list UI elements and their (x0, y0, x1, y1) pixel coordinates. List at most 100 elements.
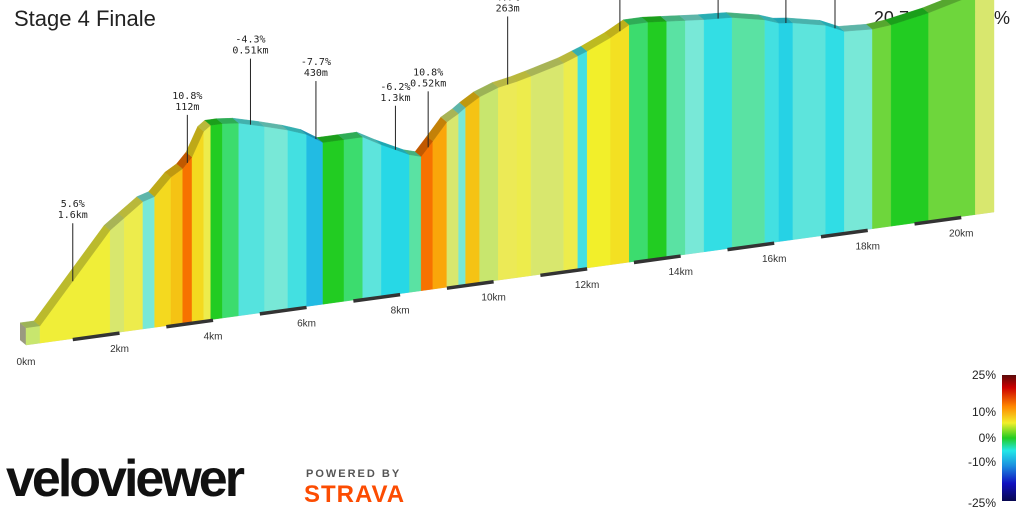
gradient-segment (825, 25, 845, 236)
gradient-segment (322, 139, 345, 305)
gradient-segment (264, 126, 289, 313)
annotation-grade: 10.8% (413, 67, 443, 78)
gradient-segment (154, 176, 172, 328)
x-tick-label: 18km (856, 241, 880, 252)
annotation-distance: 1.6km (58, 210, 88, 221)
gradient-segment (586, 37, 611, 269)
x-tick-label: 4km (204, 331, 223, 342)
gradient-segment (306, 134, 324, 307)
gradient-segment (142, 196, 155, 330)
distance-band (446, 280, 494, 290)
gradient-segment (25, 325, 41, 346)
distance-band (72, 331, 120, 342)
distance-band (259, 305, 307, 316)
gradient-segment (703, 17, 733, 253)
gradient-segment (610, 24, 630, 265)
profile-fill (19, 0, 995, 346)
gradient-segment (890, 12, 929, 227)
gradient-segment (381, 144, 410, 297)
gradient-legend-label: 25% (972, 368, 996, 382)
gradient-segment (563, 55, 579, 272)
annotation-distance: 0.51km (232, 46, 268, 57)
gradient-segment (577, 50, 588, 270)
gradient-segment (792, 22, 826, 240)
gradient-segment (420, 140, 434, 291)
gradient-segment (479, 87, 499, 283)
powered-by-label: POWERED BY (306, 468, 401, 480)
distance-band (820, 228, 868, 239)
x-tick-label: 8km (391, 306, 410, 317)
annotation-grade: 5.6% (61, 199, 85, 210)
gradient-segment (109, 217, 125, 334)
distance-band (166, 318, 214, 329)
gradient-segment (222, 122, 239, 319)
gradient-legend-label: -10% (968, 455, 996, 469)
gradient-segment (238, 122, 265, 316)
gradient-segment (182, 156, 193, 324)
profile-top-surface (19, 0, 962, 329)
gradient-segment (516, 75, 532, 278)
x-tick-label: 0km (17, 357, 36, 368)
distance-band (353, 292, 401, 303)
gradient-segment (287, 129, 307, 310)
distance-axis: 0km 2km 4km 6km 8km 10km 12km 14km 16km 18km 20km (17, 215, 973, 368)
gradient-segment (362, 136, 382, 299)
x-tick-label: 16km (762, 254, 786, 265)
gradient-segment (764, 19, 780, 244)
annotation-grade: 4.7% (496, 0, 520, 3)
gradient-segment (872, 24, 892, 229)
x-tick-label: 10km (481, 293, 505, 304)
annotation-distance: 0.52km (410, 78, 446, 89)
gradient-legend-label: 10% (972, 405, 996, 419)
gradient-segment (432, 121, 448, 290)
gradient-segment (731, 17, 766, 249)
distance-band (914, 215, 962, 226)
gradient-scale-bar (1002, 375, 1016, 501)
annotation-distance: 263m (496, 3, 520, 14)
gradient-segment (778, 22, 794, 242)
annotation-grade: 10.8% (172, 91, 202, 102)
distance-band (633, 254, 681, 265)
gradient-legend: 25% 10% 0% -10% -25% (968, 368, 1016, 510)
distance-band (727, 241, 775, 252)
gradient-segment (928, 0, 976, 222)
gradient-segment-top (922, 0, 962, 14)
x-tick-label: 20km (949, 228, 973, 239)
gradient-segment (191, 131, 204, 323)
gradient-segment (530, 62, 564, 276)
logo-wordmark: veloviewer (6, 452, 245, 508)
gradient-segment (844, 28, 873, 233)
annotation-distance: 112m (175, 102, 199, 113)
annotation-grade: -6.2% (380, 82, 410, 93)
gradient-segment (666, 20, 686, 258)
gradient-segment (975, 0, 995, 215)
x-tick-label: 12km (575, 280, 599, 291)
gradient-segment (446, 113, 459, 288)
gradient-legend-label: -25% (968, 496, 996, 510)
x-tick-label: 2km (110, 344, 129, 355)
veloviewer-logo: veloviewer POWERED BY STRAVA (6, 452, 405, 508)
profile-start-wall (20, 322, 26, 345)
strava-logo: STRAVA (304, 481, 405, 508)
gradient-segment (465, 96, 480, 285)
gradient-segment (343, 136, 363, 302)
gradient-segment (409, 154, 422, 293)
gradient-segment (647, 21, 667, 260)
gradient-segment (629, 21, 649, 263)
gradient-segment (458, 107, 466, 286)
gradient-segment (124, 201, 144, 332)
gradient-segment (685, 19, 705, 255)
annotation-grade: -4.3% (235, 35, 265, 46)
gradient-segment (210, 123, 223, 320)
annotation-distance: 430m (304, 68, 328, 79)
distance-band (540, 267, 588, 278)
gradient-segment (203, 124, 211, 321)
gradient-segment (39, 229, 111, 344)
gradient-segment (170, 168, 183, 326)
x-tick-label: 14km (668, 267, 692, 278)
annotation-grade: -7.7% (301, 57, 331, 68)
annotation-distance: 1.3km (380, 93, 410, 104)
x-tick-label: 6km (297, 318, 316, 329)
gradient-legend-label: 0% (979, 431, 997, 445)
